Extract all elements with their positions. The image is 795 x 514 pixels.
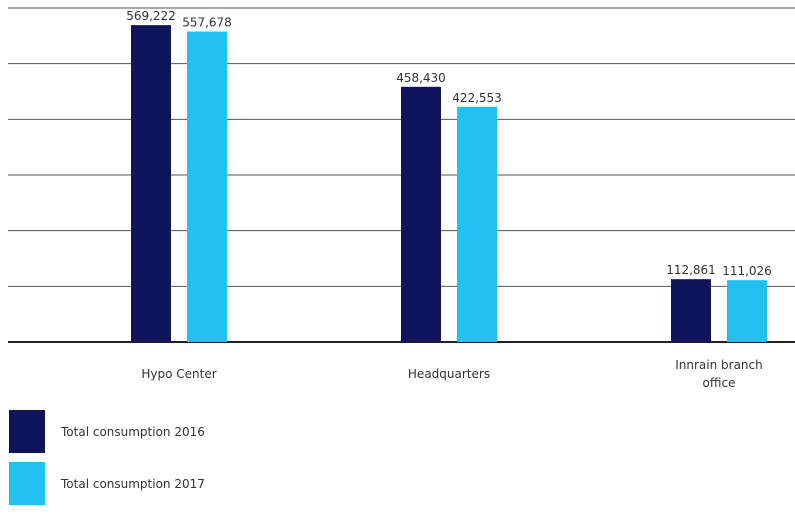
category-label: Innrain branch office: [675, 358, 763, 390]
data-label: 458,430: [396, 71, 446, 85]
data-label: 111,026: [722, 264, 772, 278]
bar-2017-0: [187, 31, 227, 343]
data-label: 557,678: [182, 16, 232, 30]
legend-item-2016: Total consumption 2016: [9, 410, 205, 453]
bar-2017-2: [727, 280, 767, 342]
legend-item-2017: Total consumption 2017: [9, 462, 205, 505]
legend: Total consumption 2016 Total consumption…: [9, 410, 205, 514]
data-labels: 569,222 557,678 458,430 422,553 112,861 111,0…: [126, 9, 772, 278]
data-label: 112,861: [666, 263, 716, 277]
bar-2017-1: [457, 106, 497, 342]
legend-swatch-2017: [9, 462, 45, 505]
legend-swatch-2016: [9, 410, 45, 453]
bar-chart: 569,222 557,678 458,430 422,553 112,861 111,0…: [8, 7, 795, 390]
category-label: Headquarters: [408, 367, 490, 381]
legend-label-2016: Total consumption 2016: [61, 424, 205, 439]
data-label: 422,553: [452, 91, 502, 105]
category-labels: Hypo Center Headquarters Innrain branch off…: [141, 358, 762, 390]
bar-2016-2: [671, 279, 711, 342]
bars: [131, 25, 767, 343]
category-label: Hypo Center: [141, 367, 216, 381]
bar-2016-1: [401, 86, 441, 342]
legend-label-2017: Total consumption 2017: [61, 476, 205, 491]
data-label: 569,222: [126, 9, 176, 23]
bar-2016-0: [131, 25, 171, 342]
